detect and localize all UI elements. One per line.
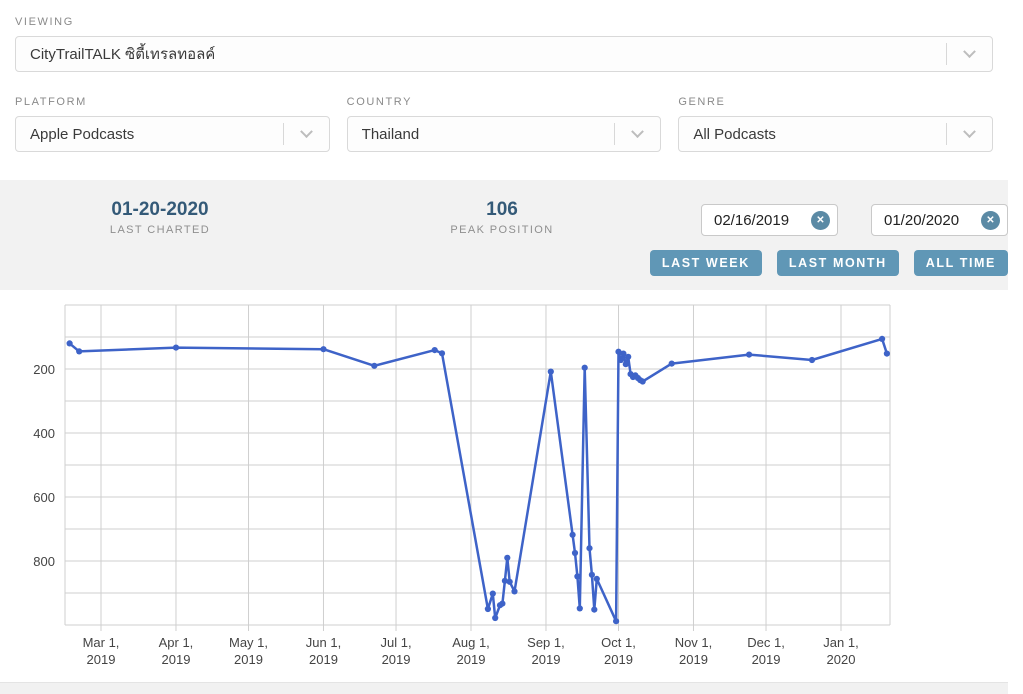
clear-start-date-icon[interactable]: ✕ [811,210,830,230]
svg-text:800: 800 [33,554,55,569]
svg-text:Mar 1,2019: Mar 1, 2019 [83,635,120,667]
stat-last-charted: 01-20-2020 LAST CHARTED [50,199,270,236]
svg-text:400: 400 [33,426,55,441]
country-label: COUNTRY [346,96,413,108]
stats-band: 01-20-2020 LAST CHARTED 106 PEAK POSITIO… [0,180,1008,290]
filter-section: VIEWING CityTrailTALK ซิตี้เทรลทอลค์ PLA… [0,0,1008,180]
svg-text:Sep 1,2019: Sep 1, 2019 [527,635,565,667]
page-bottom-strip [0,682,1008,694]
country-value: Thailand [361,125,420,143]
last-week-button[interactable]: LAST WEEK [649,250,762,276]
start-date-input[interactable]: 02/16/2019 ✕ [701,204,838,236]
peak-position-value: 106 [486,199,518,220]
viewing-label: VIEWING [15,16,74,28]
platform-value: Apple Podcasts [30,125,135,143]
svg-text:600: 600 [33,490,55,505]
svg-text:Aug 1,2019: Aug 1, 2019 [452,635,490,667]
genre-select[interactable]: All Podcasts [678,116,994,152]
clear-end-date-icon[interactable]: ✕ [981,210,1000,230]
last-month-button[interactable]: LAST MONTH [776,250,899,276]
position-history-chart[interactable]: 200 400 600 800 Mar 1, 2019 Apr 1, 2019 May 1, 20… [0,290,1008,687]
chart-section: 200 400 600 800 Mar 1, 2019 Apr 1, 2019 May 1, 20… [0,290,1008,682]
svg-text:Dec 1,2019: Dec 1, 2019 [747,635,785,667]
svg-text:Jun 1,2019: Jun 1, 2019 [306,635,341,667]
chart-svg: 200 400 600 800 Mar 1, 2019 Apr 1, 2019 May 1, 20… [33,304,891,667]
peak-position-label: PEAK POSITION [450,224,554,236]
genre-label: GENRE [678,96,726,108]
last-charted-value: 01-20-2020 [111,199,209,220]
chevron-down-icon [631,124,645,138]
last-charted-label: LAST CHARTED [109,224,211,236]
platform-filter: PLATFORM Apple Podcasts [15,96,330,152]
chevron-down-icon [299,124,313,138]
svg-text:Apr 1,2019: Apr 1, 2019 [159,635,194,667]
all-time-button[interactable]: ALL TIME [913,250,1008,276]
svg-text:Oct 1,2019: Oct 1, 2019 [601,635,636,667]
end-date-input[interactable]: 01/20/2020 ✕ [871,204,1008,236]
country-select[interactable]: Thailand [346,116,662,152]
country-filter: COUNTRY Thailand [346,96,662,152]
end-date-value: 01/20/2020 [884,211,960,229]
svg-text:Nov 1,2019: Nov 1, 2019 [675,635,713,667]
chevron-down-icon [963,44,976,58]
svg-text:Jul 1,2019: Jul 1, 2019 [380,635,411,667]
date-range-controls: 02/16/2019 ✕ 01/20/2020 ✕ [701,204,1008,236]
select-divider [946,43,947,65]
svg-text:200: 200 [33,362,55,377]
platform-label: PLATFORM [15,96,87,108]
viewing-value: CityTrailTALK ซิตี้เทรลทอลค์ [30,46,216,63]
start-date-value: 02/16/2019 [714,211,790,229]
svg-text:Jan 1,2020: Jan 1, 2020 [823,635,858,667]
genre-value: All Podcasts [693,125,776,143]
quick-range-buttons: LAST WEEK LAST MONTH ALL TIME [649,250,1008,276]
svg-text:May 1,2019: May 1, 2019 [229,635,268,667]
stat-peak-position: 106 PEAK POSITION [392,199,612,236]
platform-select[interactable]: Apple Podcasts [15,116,330,152]
genre-filter: GENRE All Podcasts [678,96,994,152]
chevron-down-icon [963,124,976,138]
viewing-select[interactable]: CityTrailTALK ซิตี้เทรลทอลค์ [15,36,993,72]
